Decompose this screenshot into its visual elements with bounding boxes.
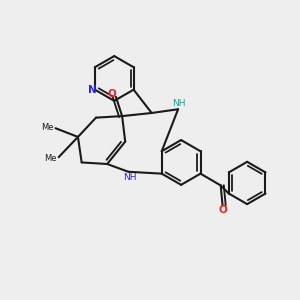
Text: N: N xyxy=(88,85,97,95)
Text: NH: NH xyxy=(172,99,185,108)
Text: Me: Me xyxy=(45,154,57,163)
Text: Me: Me xyxy=(41,123,54,132)
Text: NH: NH xyxy=(123,173,136,182)
Text: O: O xyxy=(107,89,116,99)
Text: O: O xyxy=(219,205,228,215)
